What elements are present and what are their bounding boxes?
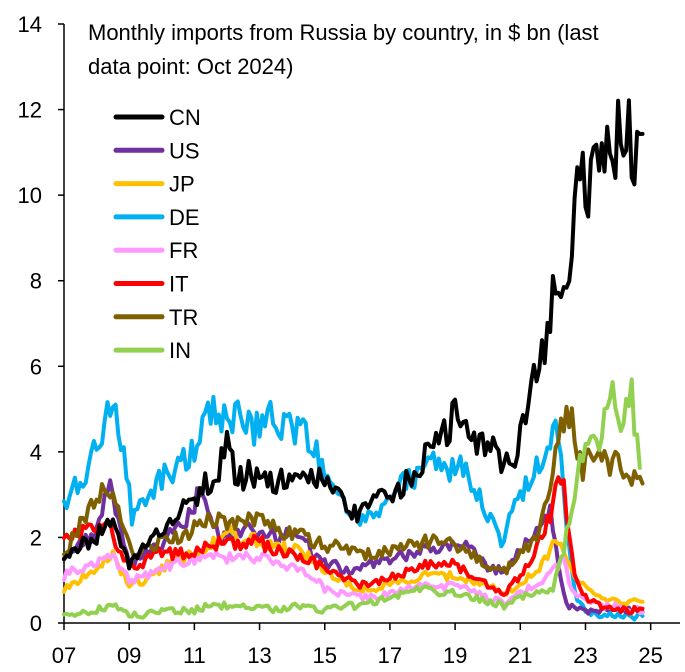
y-tick-label: 10 [18,183,42,208]
x-tick-label: 23 [573,643,597,668]
x-tick-label: 19 [443,643,467,668]
x-tick-label: 13 [247,643,271,668]
legend-label: CN [169,105,201,130]
legend-item-it: IT [113,272,189,297]
legend-label: JP [169,172,195,197]
y-tick-label: 14 [18,12,42,37]
x-tick-label: 25 [638,643,662,668]
y-tick-label: 4 [30,440,42,465]
legend-label: IN [169,338,191,363]
series-line-fr [62,550,645,615]
legend-label: IT [169,272,189,297]
legend-item-tr: TR [113,305,198,330]
axes: 0 2 4 6 8 10 12 14 07 09 11 13 15 17 19 21 23 25 [18,12,680,668]
y-tick-label: 0 [30,611,42,636]
x-tick-label: 09 [117,643,141,668]
chart-title: Monthly imports from Russia by country, … [88,20,599,79]
series-line-it [62,475,645,616]
x-tick-label: 17 [378,643,402,668]
x-tick-label: 21 [508,643,532,668]
y-tick-label: 12 [18,98,42,123]
legend-item-in: IN [113,338,191,363]
y-tick-label: 2 [30,525,42,550]
legend-label: FR [169,238,198,263]
y-tick-label: 6 [30,354,42,379]
chart-title-line: data point: Oct 2024) [88,54,293,79]
legend-item-jp: JP [113,172,195,197]
chart-title-line: Monthly imports from Russia by country, … [88,20,599,45]
legend: CN US JP DE FR IT TR IN [113,105,201,363]
legend-item-cn: CN [113,105,201,130]
series-lines [62,98,645,622]
y-tick-label: 8 [30,269,42,294]
legend-item-de: DE [113,205,200,230]
legend-label: US [169,138,200,163]
legend-label: DE [169,205,200,230]
series-line-cn [62,98,645,571]
x-tick-label: 15 [312,643,336,668]
legend-item-us: US [113,138,200,163]
legend-label: TR [169,305,198,330]
legend-item-fr: FR [113,238,198,263]
x-tick-label: 07 [52,643,76,668]
series-line-in [62,377,642,620]
x-tick-label: 11 [183,643,206,668]
